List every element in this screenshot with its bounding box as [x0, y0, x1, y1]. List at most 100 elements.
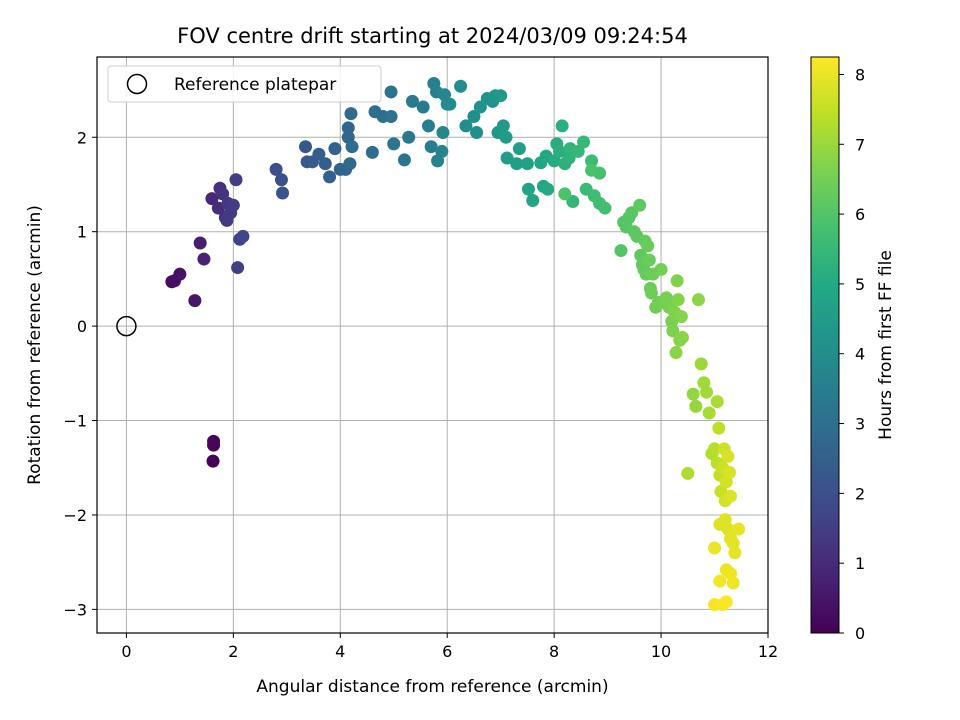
data-point — [193, 236, 207, 250]
data-point — [642, 253, 656, 267]
reference-platepar-marker — [116, 315, 137, 337]
data-point — [577, 135, 591, 149]
y-tick-label: 2 — [77, 128, 87, 147]
colorbar-tick-label: 6 — [855, 205, 865, 224]
data-point — [671, 293, 685, 307]
data-point — [216, 187, 230, 201]
x-axis-label: Angular distance from reference (arcmin) — [256, 677, 608, 697]
x-tick-label: 2 — [228, 642, 238, 661]
data-point — [312, 147, 326, 161]
data-point — [724, 489, 738, 503]
data-point — [345, 140, 359, 154]
data-point — [220, 213, 234, 227]
data-point — [384, 85, 398, 99]
data-point — [526, 194, 540, 208]
data-point — [344, 107, 358, 121]
y-tick-label: 1 — [77, 223, 87, 242]
data-point — [197, 252, 211, 266]
data-point — [598, 201, 612, 215]
data-point — [710, 395, 724, 409]
data-point — [641, 239, 655, 253]
colorbar-tick-label: 0 — [855, 624, 865, 643]
x-tick-label: 4 — [335, 642, 345, 661]
colorbar-tick-label: 7 — [855, 135, 865, 154]
data-point — [721, 449, 735, 463]
data-point — [328, 142, 342, 156]
data-point — [343, 157, 357, 171]
data-point — [614, 244, 628, 258]
data-point — [708, 541, 722, 555]
data-point — [443, 97, 457, 111]
y-axis-label: Rotation from reference (arcmin) — [25, 205, 45, 485]
data-point — [397, 153, 411, 167]
data-point — [700, 385, 714, 399]
x-tick-label: 8 — [549, 642, 559, 661]
data-point — [236, 229, 250, 243]
data-point — [402, 130, 416, 144]
data-points — [165, 76, 746, 612]
data-point — [421, 119, 435, 133]
x-axis-ticks: 0 2 4 6 8 10 12 — [121, 633, 778, 661]
data-point — [435, 144, 449, 158]
data-point — [436, 126, 450, 140]
data-point — [732, 522, 746, 536]
x-tick-label: 12 — [758, 642, 778, 661]
data-point — [686, 387, 700, 401]
data-point — [231, 261, 245, 275]
data-point — [424, 140, 438, 154]
data-point — [633, 198, 647, 212]
data-point — [496, 119, 510, 133]
y-tick-label: −3 — [63, 600, 87, 619]
data-point — [708, 442, 722, 456]
data-point — [555, 119, 569, 133]
data-point — [694, 357, 708, 371]
data-point — [585, 154, 599, 168]
data-point — [499, 130, 513, 144]
data-point — [269, 162, 283, 176]
y-axis-ticks: −3 −2 −1 0 1 2 — [63, 128, 97, 619]
colorbar-tick-label: 4 — [855, 345, 865, 364]
data-point — [512, 142, 526, 156]
data-point — [274, 173, 288, 187]
colorbar-tick-label: 2 — [855, 484, 865, 503]
data-point — [521, 182, 535, 196]
data-point — [384, 109, 398, 123]
data-point — [681, 466, 695, 480]
data-point — [713, 574, 727, 588]
data-point — [500, 151, 514, 165]
x-tick-label: 10 — [651, 642, 671, 661]
data-point — [674, 310, 688, 324]
data-point — [552, 144, 566, 158]
data-point — [387, 137, 401, 151]
grid — [97, 57, 769, 633]
colorbar-label: Hours from first FF file — [876, 250, 896, 440]
data-point — [226, 198, 240, 212]
data-point — [719, 595, 733, 609]
data-point — [323, 170, 337, 184]
data-point — [299, 140, 313, 154]
legend-marker-icon — [126, 73, 148, 95]
reference-marker-group — [116, 315, 137, 337]
data-point — [341, 121, 355, 135]
legend: Reference platepar — [107, 65, 382, 103]
legend-label: Reference platepar — [174, 75, 336, 95]
data-point — [541, 182, 555, 196]
data-point — [206, 454, 220, 468]
colorbar-gradient — [811, 57, 839, 633]
y-tick-label: −1 — [63, 412, 87, 431]
colorbar: 0 1 2 3 4 5 6 7 8 — [810, 56, 865, 643]
data-point — [470, 126, 484, 140]
data-point — [562, 151, 576, 165]
data-point — [459, 119, 473, 133]
data-point — [691, 293, 705, 307]
data-point — [654, 262, 668, 276]
data-point — [585, 163, 599, 177]
x-tick-label: 0 — [121, 642, 131, 661]
data-point — [211, 201, 225, 215]
chart-title: FOV centre drift starting at 2024/03/09 … — [177, 24, 688, 48]
plot-frame — [96, 56, 769, 634]
data-point — [726, 576, 740, 590]
data-point — [558, 187, 572, 201]
y-tick-label: −2 — [63, 506, 87, 525]
